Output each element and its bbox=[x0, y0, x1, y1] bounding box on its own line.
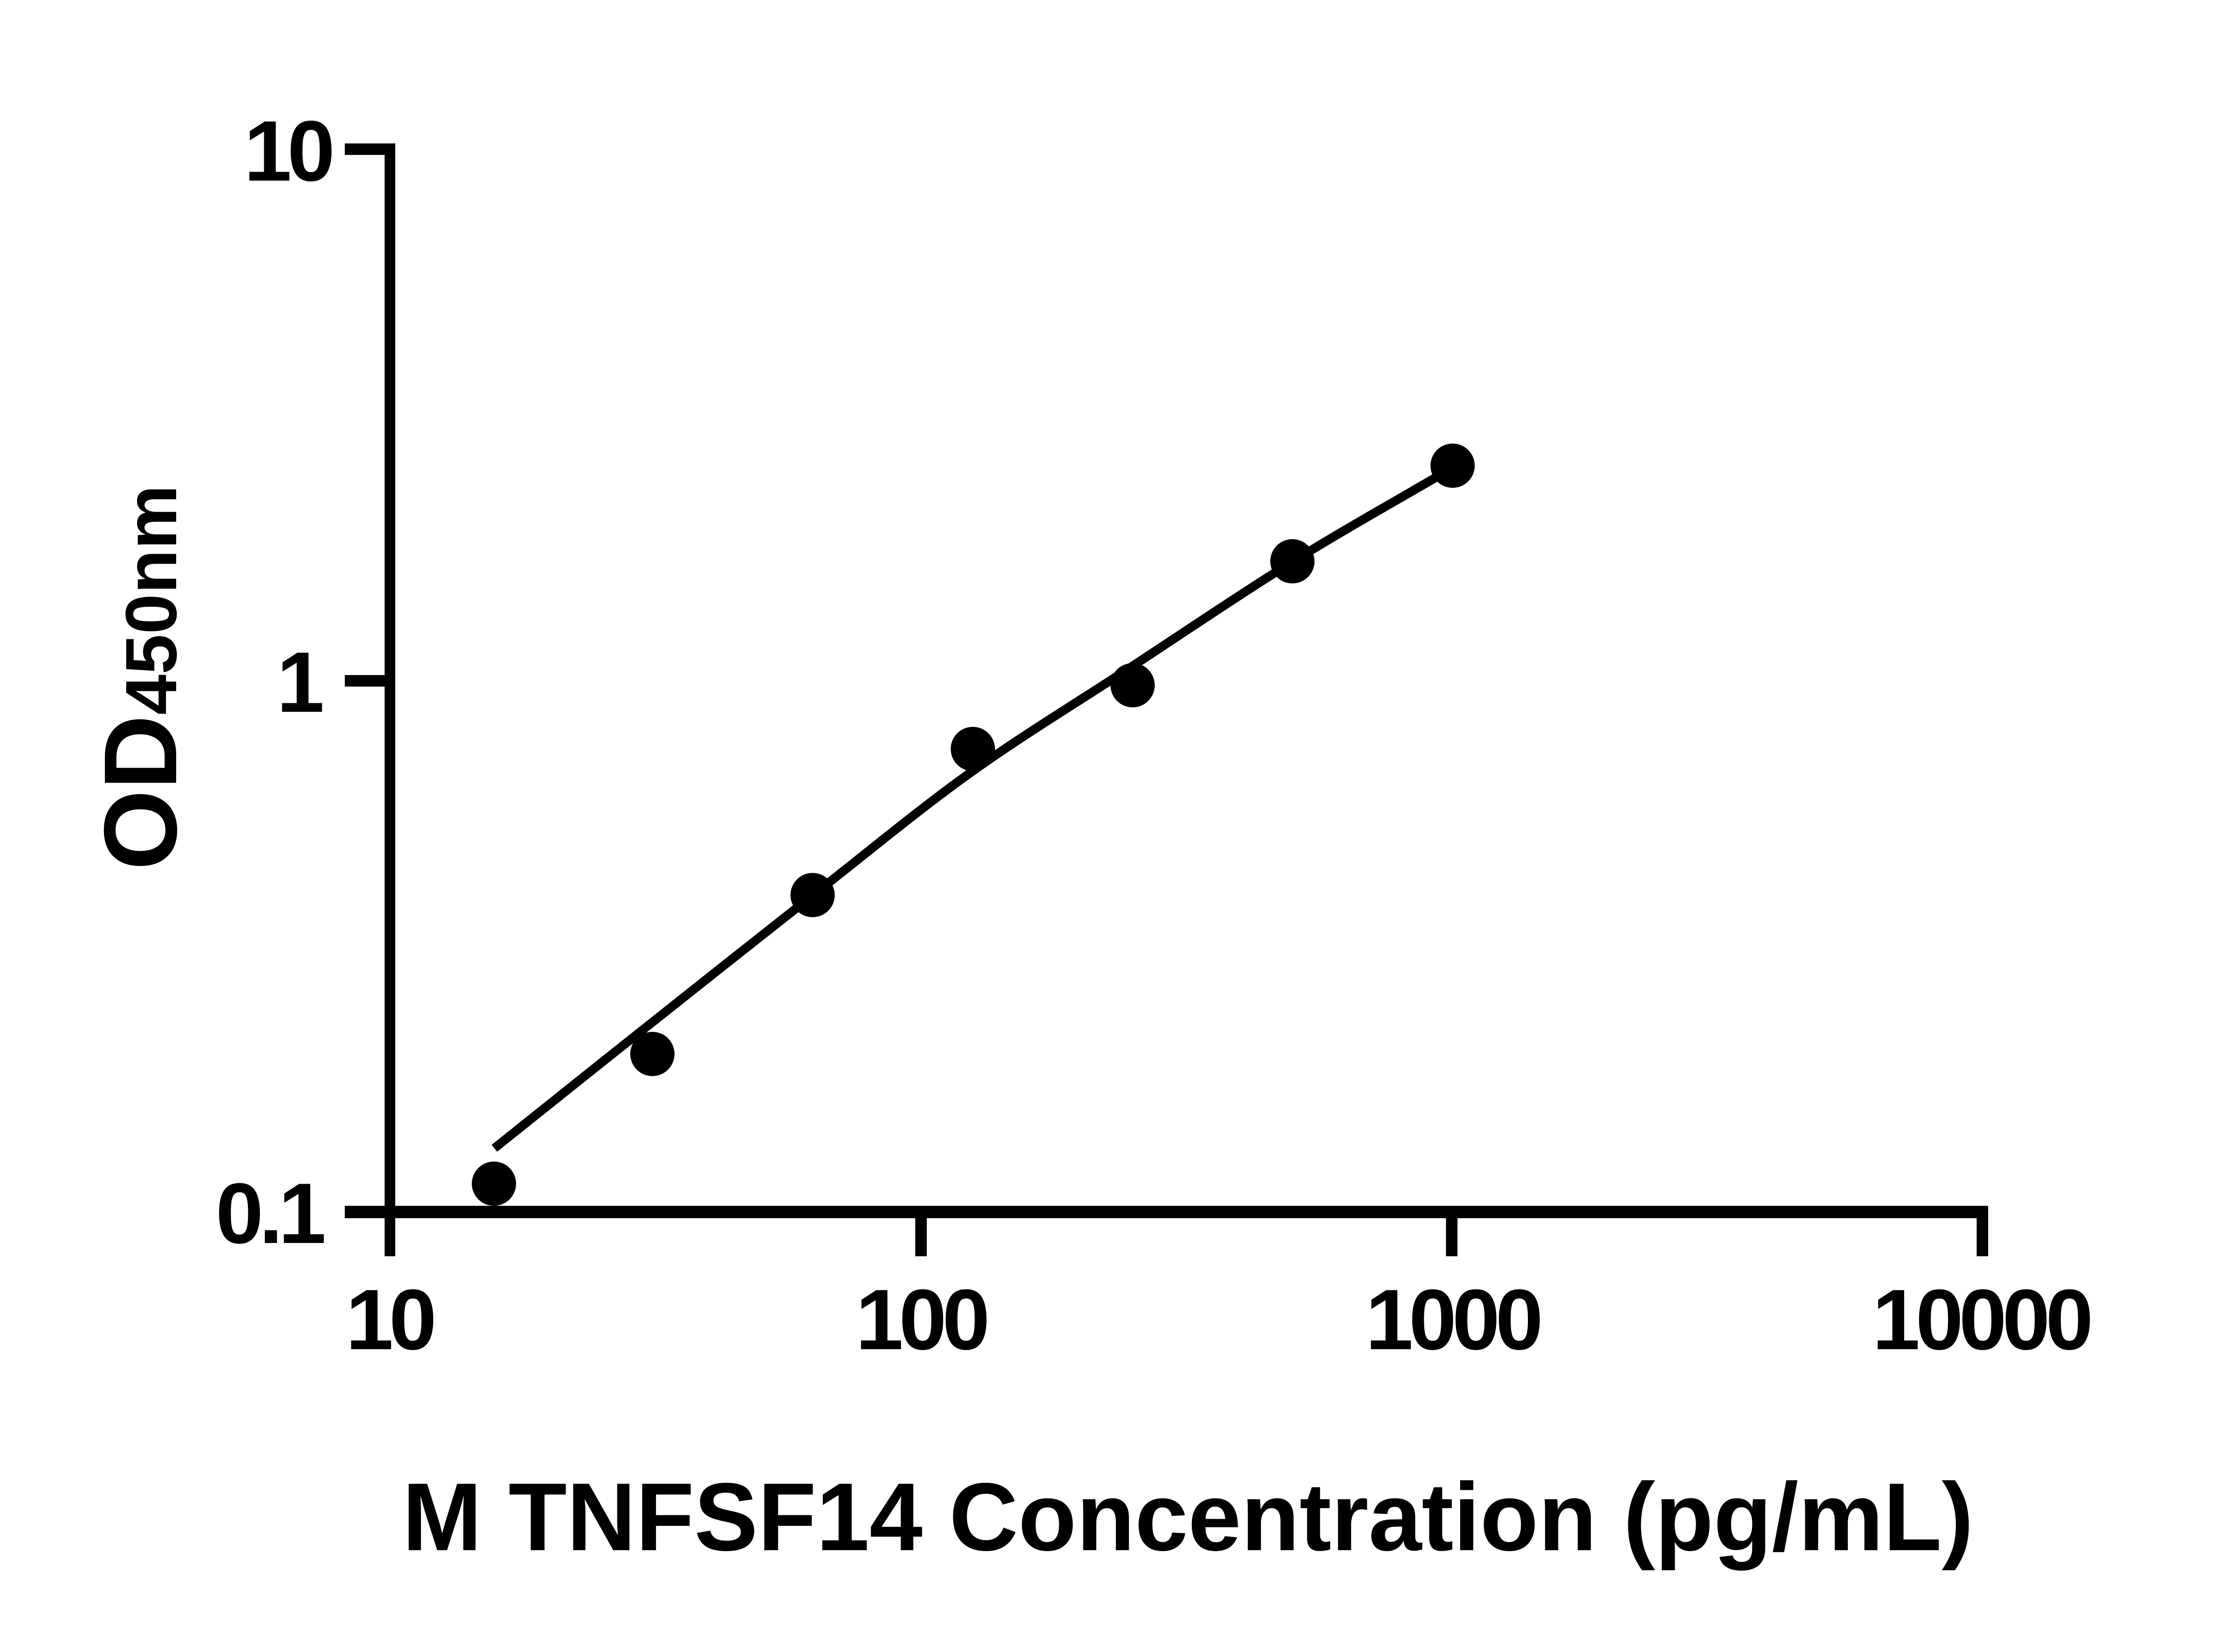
svg-text:0.1: 0.1 bbox=[216, 1166, 324, 1262]
svg-text:10: 10 bbox=[346, 1272, 433, 1368]
svg-text:10: 10 bbox=[244, 103, 332, 199]
svg-text:1: 1 bbox=[277, 634, 322, 730]
svg-text:100: 100 bbox=[856, 1272, 987, 1368]
svg-text:10000: 10000 bbox=[1872, 1272, 2090, 1368]
svg-text:1000: 1000 bbox=[1365, 1272, 1540, 1368]
svg-text:M TNFSF14 Concentration (pg/mL: M TNFSF14 Concentration (pg/mL) bbox=[402, 1463, 1974, 1571]
